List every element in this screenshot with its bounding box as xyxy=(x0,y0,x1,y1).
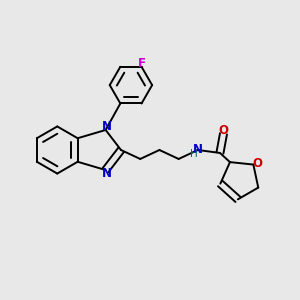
Text: F: F xyxy=(138,57,146,70)
Text: O: O xyxy=(219,124,229,137)
Text: O: O xyxy=(252,158,262,170)
Text: N: N xyxy=(102,167,112,180)
Text: N: N xyxy=(193,143,203,156)
Text: N: N xyxy=(102,120,112,133)
Text: H: H xyxy=(190,149,198,159)
